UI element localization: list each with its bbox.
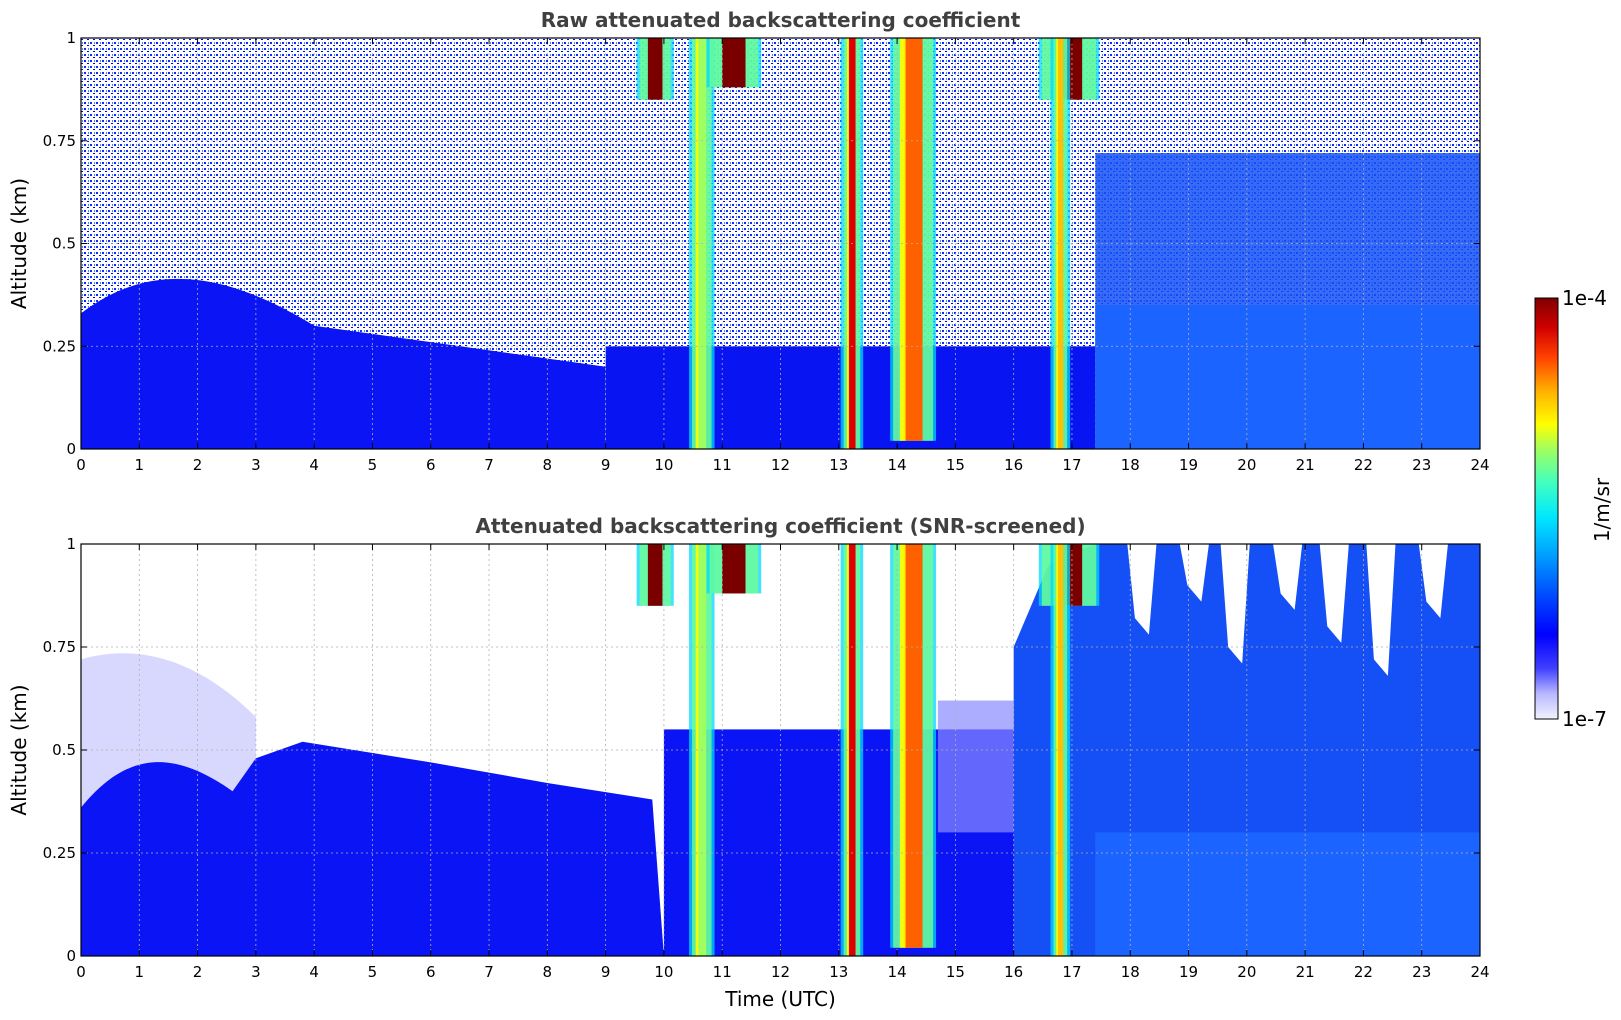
x-tick-label: 20 bbox=[1237, 456, 1256, 474]
colorbar: 1e-4 1e-7 1/m/sr bbox=[1534, 286, 1614, 731]
x-tick-label: 17 bbox=[1062, 963, 1081, 981]
panel-snr-screened: Attenuated backscattering coefficient (S… bbox=[7, 514, 1490, 1011]
grid bbox=[81, 544, 1480, 956]
x-tick-label: 22 bbox=[1354, 456, 1373, 474]
x-tick-label: 10 bbox=[654, 456, 673, 474]
x-tick-label: 16 bbox=[1004, 456, 1023, 474]
x-tick-label: 15 bbox=[946, 456, 965, 474]
x-tick-label: 8 bbox=[543, 963, 553, 981]
x-tick-label: 23 bbox=[1412, 963, 1431, 981]
colorbar-min-label: 1e-7 bbox=[1562, 707, 1607, 731]
x-tick-label: 12 bbox=[771, 456, 790, 474]
cloud-event bbox=[890, 38, 937, 441]
x-tick-label: 0 bbox=[76, 456, 86, 474]
x-tick-label: 4 bbox=[309, 963, 319, 981]
x-tick-label: 18 bbox=[1121, 963, 1140, 981]
cloud-event bbox=[890, 544, 937, 948]
y-axis-label: Altitude (km) bbox=[7, 684, 31, 815]
y-tick-label: 0.75 bbox=[43, 638, 76, 656]
x-tick-label: 19 bbox=[1179, 456, 1198, 474]
x-tick-label: 15 bbox=[946, 963, 965, 981]
y-axis-label: Altitude (km) bbox=[7, 178, 31, 309]
x-tick-label: 14 bbox=[888, 456, 907, 474]
x-tick-label: 21 bbox=[1296, 963, 1315, 981]
x-tick-label: 8 bbox=[543, 456, 553, 474]
cloud-event bbox=[706, 38, 762, 88]
x-tick-label: 7 bbox=[484, 456, 494, 474]
x-tick-label: 14 bbox=[888, 963, 907, 981]
y-tick-label: 1 bbox=[66, 535, 76, 553]
cloud-event bbox=[636, 544, 674, 606]
y-tick-label: 0.75 bbox=[43, 132, 76, 150]
colorbar-unit-label: 1/m/sr bbox=[1590, 477, 1614, 542]
x-tick-label: 6 bbox=[426, 456, 436, 474]
x-tick-label: 24 bbox=[1470, 456, 1489, 474]
y-tick-label: 1 bbox=[66, 29, 76, 47]
x-axis: 0 1 2 3 4 5 6 7 8 9 10 11 12 13 14 15 16 17 18 19 20 21 22 23 24 bbox=[76, 38, 1490, 474]
x-tick-label: 5 bbox=[368, 456, 378, 474]
cloud-event bbox=[636, 38, 674, 100]
cloud-event bbox=[706, 544, 762, 594]
x-tick-label: 5 bbox=[368, 963, 378, 981]
y-axis: 0 0.25 0.5 0.75 1 bbox=[43, 29, 1480, 458]
x-tick-label: 4 bbox=[309, 456, 319, 474]
y-tick-label: 0 bbox=[66, 440, 76, 458]
x-tick-label: 12 bbox=[771, 963, 790, 981]
x-tick-label: 17 bbox=[1062, 456, 1081, 474]
colorbar-gradient bbox=[1534, 297, 1559, 720]
x-tick-label: 3 bbox=[251, 456, 261, 474]
colorbar-max-label: 1e-4 bbox=[1562, 286, 1607, 310]
x-tick-label: 13 bbox=[829, 963, 848, 981]
x-tick-label: 23 bbox=[1412, 456, 1431, 474]
x-tick-label: 11 bbox=[713, 456, 732, 474]
y-tick-label: 0.25 bbox=[43, 844, 76, 862]
x-tick-label: 2 bbox=[193, 456, 203, 474]
panel-raw: Raw attenuated backscattering coefficien… bbox=[7, 8, 1490, 474]
x-tick-label: 22 bbox=[1354, 963, 1373, 981]
x-tick-label: 7 bbox=[484, 963, 494, 981]
x-tick-label: 9 bbox=[601, 963, 611, 981]
x-tick-label: 21 bbox=[1296, 456, 1315, 474]
x-axis: 0 1 2 3 4 5 6 7 8 9 10 11 12 13 14 15 16 17 18 19 20 21 22 23 24 bbox=[76, 544, 1490, 981]
x-tick-label: 10 bbox=[654, 963, 673, 981]
x-tick-label: 24 bbox=[1470, 963, 1489, 981]
y-axis: 0 0.25 0.5 0.75 1 bbox=[43, 535, 1480, 965]
x-tick-label: 11 bbox=[713, 963, 732, 981]
x-tick-label: 3 bbox=[251, 963, 261, 981]
x-tick-label: 16 bbox=[1004, 963, 1023, 981]
x-tick-label: 2 bbox=[193, 963, 203, 981]
x-tick-label: 1 bbox=[135, 456, 145, 474]
x-tick-label: 6 bbox=[426, 963, 436, 981]
y-tick-label: 0.5 bbox=[52, 235, 76, 253]
chart-title: Attenuated backscattering coefficient (S… bbox=[475, 514, 1085, 538]
y-tick-label: 0.25 bbox=[43, 337, 76, 355]
x-tick-label: 19 bbox=[1179, 963, 1198, 981]
chart-title: Raw attenuated backscattering coefficien… bbox=[541, 8, 1021, 32]
x-axis-label: Time (UTC) bbox=[724, 987, 836, 1011]
x-tick-label: 13 bbox=[829, 456, 848, 474]
x-tick-label: 1 bbox=[135, 963, 145, 981]
y-tick-label: 0 bbox=[66, 947, 76, 965]
grid bbox=[81, 38, 1480, 449]
x-tick-label: 0 bbox=[76, 963, 86, 981]
x-tick-label: 18 bbox=[1121, 456, 1140, 474]
x-tick-label: 20 bbox=[1237, 963, 1256, 981]
x-tick-label: 9 bbox=[601, 456, 611, 474]
y-tick-label: 0.5 bbox=[52, 741, 76, 759]
